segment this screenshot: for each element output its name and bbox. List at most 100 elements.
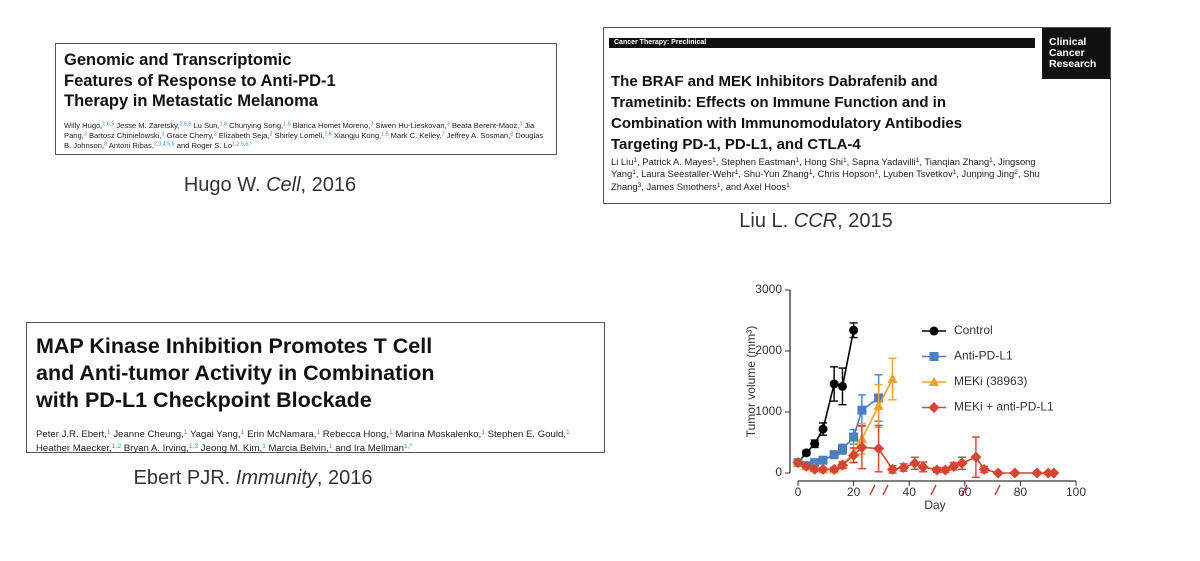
affiliation: 2,3,4,5,6 (153, 141, 175, 148)
marker (887, 373, 898, 384)
y-axis-label: Tumor volume (mm³) (744, 326, 758, 438)
affiliation: 3 (637, 181, 642, 189)
caption-author: Liu L. (739, 210, 789, 232)
axis-break (882, 484, 889, 496)
affiliation: 8 (104, 141, 108, 148)
affiliation: 1,* (404, 442, 413, 450)
axis-break (961, 484, 968, 496)
affiliation: 1 (808, 169, 813, 177)
caption: Liu L. CCR, 2015 (666, 210, 966, 233)
x-tick-label: 100 (1066, 485, 1086, 499)
affiliation: 1,3 (188, 442, 199, 450)
affiliation: 3 (213, 131, 217, 138)
author-name: Blanca Homet Moreno, (290, 120, 371, 130)
paper-authors: Willy Hugo,1,6,9 Jesse M. Zaretsky,2,6,9… (64, 121, 548, 151)
affiliation: 1 (240, 428, 245, 436)
affiliation: 1,6 (381, 131, 389, 138)
author-name: , Shu Zhang (611, 168, 1040, 192)
marker (931, 464, 943, 476)
author-name: Willy Hugo, (64, 120, 103, 130)
affiliation: 1 (795, 157, 800, 165)
author-name: , Junping Jing (956, 168, 1015, 180)
affiliation: 1 (566, 428, 570, 436)
author-name: Yagai Yang, (187, 429, 241, 440)
author-name: Bryan A. Irving, (121, 443, 189, 454)
series-line (797, 330, 855, 464)
affiliation: 7 (441, 131, 445, 138)
legend-label: MEKi + anti-PD-L1 (954, 400, 1054, 414)
title-line: The BRAF and MEK Inhibitors Dabrafenib a… (611, 73, 938, 90)
author-name: and Ira Mellman (332, 443, 404, 454)
affiliation: 1 (481, 428, 485, 436)
y-tick-label: 3000 (755, 282, 782, 296)
axis-break (994, 484, 1001, 496)
caption-author: Ebert PJR. (133, 467, 231, 489)
author-name: Mark C. Kelley, (388, 130, 442, 140)
author-name: Elizabeth Seja, (216, 130, 270, 140)
section-bar: Cancer Therapy: Preclinical (609, 38, 1035, 48)
caption: Hugo W. Cell, 2016 (120, 174, 420, 197)
author-name: and Roger S. Lo (174, 140, 233, 150)
marker (849, 325, 859, 335)
title-line: Features of Response to Anti-PD-1 (64, 71, 336, 90)
title-line: and Anti-tumor Activity in Combination (36, 361, 435, 385)
affiliation: 1 (786, 181, 790, 189)
author-name: , Sapna Yadavilli (846, 156, 916, 167)
author-name: Xiangju Kong, (331, 130, 382, 140)
marker (887, 463, 899, 475)
author-name: , Jingsong Yang (611, 156, 1036, 180)
marker (898, 462, 910, 474)
x-tick-label: 20 (847, 485, 861, 499)
logo-line: Research (1049, 58, 1097, 70)
affiliation: 3 (83, 131, 87, 138)
marker (829, 379, 839, 389)
marker (992, 467, 1004, 479)
title-line: Combination with Immunomodulatory Antibo… (611, 115, 963, 132)
marker (801, 448, 811, 458)
marker (956, 457, 968, 469)
author-name: , Patrick A. Mayes (637, 156, 713, 167)
marker (818, 424, 828, 434)
marker (792, 457, 804, 469)
caption-author: Hugo W. (183, 174, 261, 196)
marker (909, 457, 921, 469)
legend-marker (929, 376, 939, 386)
affiliation: 1 (874, 169, 879, 177)
marker (978, 463, 990, 475)
affiliation: 3 (269, 131, 273, 138)
affiliation: 1,6 (219, 121, 228, 128)
affiliation: 1 (633, 157, 638, 165)
logo-line: Cancer (1049, 47, 1085, 59)
caption-year: , 2015 (837, 210, 893, 232)
marker (948, 460, 960, 472)
author-name: Bartosz Chmielowski, (86, 130, 162, 140)
author-name: , Hong Shi (799, 156, 843, 167)
legend-label: Control (954, 323, 993, 337)
author-name: , Lyuben Tsvetkov (878, 168, 953, 180)
author-name: Siwen Hu-Lieskovan, (373, 120, 447, 130)
caption-year: , 2016 (316, 467, 373, 489)
marker (1048, 467, 1060, 479)
author-name: Erin McNamara, (244, 429, 317, 440)
affiliation: 1 (106, 428, 111, 436)
paper-card: Cancer Therapy: Preclinical Clinical Canc… (603, 27, 1111, 204)
author-name: , Chris Hopson (812, 168, 875, 180)
paper-title: The BRAF and MEK Inhibitors Dabrafenib a… (611, 71, 962, 155)
author-name: Marcia Belvin, (265, 443, 329, 454)
caption: Ebert PJR. Immunity, 2016 (103, 467, 403, 490)
author-name: Jesse M. Zaretsky, (114, 120, 180, 130)
legend-marker (928, 402, 940, 413)
marker (857, 405, 867, 415)
author-name: , James Smothers (641, 180, 717, 192)
affiliation: 1 (989, 157, 993, 165)
marker (873, 400, 884, 410)
marker (1009, 467, 1021, 479)
title-line: Trametinib: Effects on Immune Function a… (611, 94, 947, 111)
author-name: Jeffrey A. Sosman, (444, 130, 511, 140)
author-name: , Stephen Eastman (715, 156, 796, 167)
author-name: , Laura Seestaller-Wehr (635, 168, 735, 180)
author-name: Li Liu (611, 156, 634, 167)
affiliation: 1 (632, 169, 636, 177)
marker (856, 441, 868, 453)
author-name: Peter J.R. Ebert, (36, 429, 107, 440)
